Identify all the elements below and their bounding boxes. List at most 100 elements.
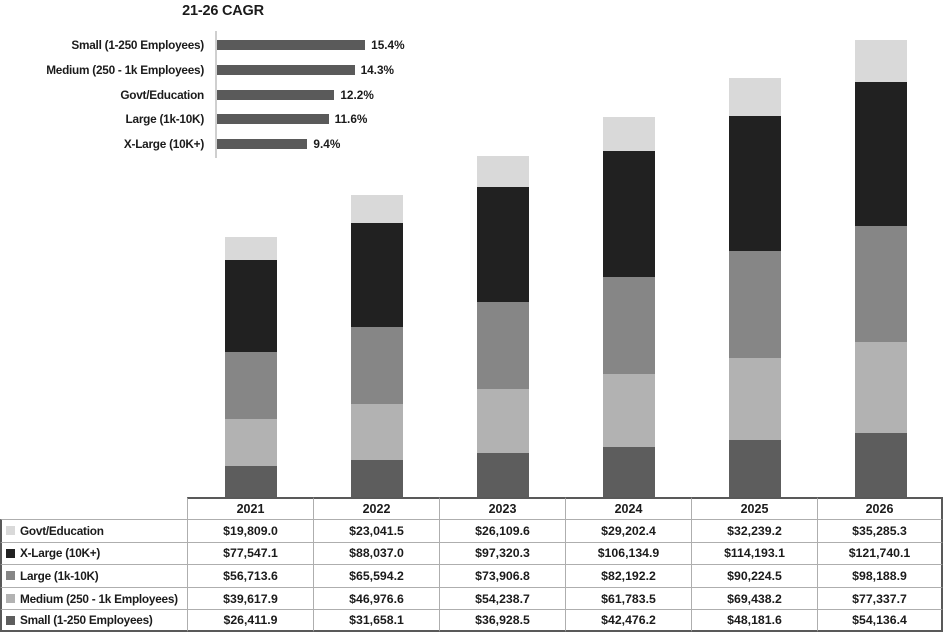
cagr-value-label: 11.6%: [334, 112, 368, 127]
cagr-axis-line: [215, 31, 217, 158]
table-header-year: 2023: [439, 497, 565, 519]
stacked-bar-2022: [350, 195, 403, 497]
cagr-inset-chart: 21-26 CAGR Small (1-250 Employees) 15.4% M…: [0, 0, 430, 170]
table-row-label-large-1k-10k: Large (1k-10K): [0, 564, 187, 587]
bar-segment-large-1k-10k: [350, 326, 403, 405]
cagr-bar-x-large-10k: [217, 139, 308, 149]
cagr-value-label: 15.4%: [371, 38, 405, 52]
bar-segment-x-large-10k: [350, 222, 403, 327]
bar-segment-medium-250-1k-employees: [350, 404, 403, 460]
table-row-label-text: Small (1-250 Employees): [20, 613, 153, 628]
table-cell: $69,438.2: [691, 586, 817, 610]
stacked-bar-2026: [854, 40, 907, 497]
table-cell: $39,617.9: [187, 586, 313, 610]
table-cell: $26,411.9: [187, 609, 313, 632]
cagr-bar-small-1-250-employees: [217, 40, 366, 50]
table-row-label-x-large-10k: X-Large (10K+): [0, 541, 187, 565]
bar-segment-govt-education: [476, 156, 529, 188]
cagr-category-label: Medium (250 - 1k Employees): [46, 62, 204, 77]
stacked-bar-2024: [602, 116, 655, 497]
table-row-label-govt-education: Govt/Education: [0, 519, 187, 542]
cagr-value-label: 12.2%: [340, 87, 374, 102]
bar-segment-medium-250-1k-employees: [854, 341, 907, 433]
cagr-bar-large-1k-10k: [217, 114, 329, 125]
table-cell: $31,658.1: [313, 609, 439, 632]
bar-segment-small-1-250-employees: [602, 446, 655, 497]
table-header-year: 2022: [313, 497, 439, 519]
table-cell: $29,202.4: [565, 519, 691, 542]
table-row-label-text: Medium (250 - 1k Employees): [20, 591, 178, 606]
bar-segment-medium-250-1k-employees: [602, 373, 655, 447]
table-cell: $42,476.2: [565, 609, 691, 632]
cagr-chart-title: 21-26 CAGR: [182, 3, 264, 19]
data-table: 2021 2022 2023 2024 2025 2026 Govt/Education $1…: [0, 497, 943, 632]
table-cell: $35,285.3: [817, 519, 943, 542]
table-cell: $61,783.5: [565, 586, 691, 610]
table-cell: $106,134.9: [565, 541, 691, 565]
stacked-bar-2025: [728, 78, 781, 497]
table-row-label-text: X-Large (10K+): [20, 546, 101, 561]
table-cell: $23,041.5: [313, 519, 439, 542]
table-cell: $97,320.3: [439, 541, 565, 565]
table-cell: $65,594.2: [313, 564, 439, 587]
table-header-year: 2021: [187, 497, 313, 519]
bar-segment-medium-250-1k-employees: [728, 358, 781, 441]
bar-segment-small-1-250-employees: [224, 465, 277, 497]
table-cell: $90,224.5: [691, 564, 817, 587]
legend-swatch-large-1k-10k: [6, 571, 15, 581]
table-cell: $54,136.4: [817, 609, 943, 632]
bar-segment-medium-250-1k-employees: [476, 389, 529, 454]
bar-segment-medium-250-1k-employees: [224, 419, 277, 466]
table-row-label-medium-250-1k-employees: Medium (250 - 1k Employees): [0, 586, 187, 610]
bar-segment-govt-education: [728, 78, 781, 117]
bar-segment-govt-education: [602, 116, 655, 152]
bar-segment-small-1-250-employees: [476, 453, 529, 497]
table-cell: $54,238.7: [439, 586, 565, 610]
table-cell: $114,193.1: [691, 541, 817, 565]
cagr-row-medium-250-1k-employees: Medium (250 - 1k Employees) 14.3%: [0, 63, 394, 77]
cagr-category-label: Small (1-250 Employees): [71, 38, 204, 52]
cagr-category-label: Govt/Education: [120, 87, 204, 102]
cagr-bar-medium-250-1k-employees: [217, 64, 355, 75]
table-cell: $46,976.6: [313, 586, 439, 610]
cagr-row-small-1-250-employees: Small (1-250 Employees) 15.4%: [0, 38, 405, 52]
legend-swatch-small-1-250-employees: [6, 615, 15, 625]
table-header-spacer: [0, 497, 187, 519]
table-cell: $32,239.2: [691, 519, 817, 542]
table-cell: $19,809.0: [187, 519, 313, 542]
cagr-row-govt-education: Govt/Education 12.2%: [0, 87, 374, 102]
table-row-label-text: Govt/Education: [20, 523, 104, 538]
bar-segment-small-1-250-employees: [728, 440, 781, 497]
table-cell: $77,337.7: [817, 586, 943, 610]
table-cell: $82,192.2: [565, 564, 691, 587]
cagr-row-x-large-10k: X-Large (10K+) 9.4%: [0, 137, 340, 151]
bar-segment-govt-education: [350, 195, 403, 223]
bar-segment-x-large-10k: [476, 187, 529, 303]
table-cell: $98,188.9: [817, 564, 943, 587]
table-cell: $26,109.6: [439, 519, 565, 542]
cagr-value-label: 14.3%: [360, 62, 395, 77]
table-cell: $77,547.1: [187, 541, 313, 565]
table-cell: $73,906.8: [439, 564, 565, 587]
table-header-year: 2026: [817, 497, 943, 519]
table-cell: $56,713.6: [187, 564, 313, 587]
cagr-category-label: Large (1k-10K): [125, 112, 205, 127]
table-cell: $48,181.6: [691, 609, 817, 632]
stacked-bar-2023: [476, 156, 529, 497]
bar-segment-x-large-10k: [728, 116, 781, 252]
bar-segment-small-1-250-employees: [854, 433, 907, 497]
bar-segment-large-1k-10k: [602, 276, 655, 374]
table-row-label-small-1-250-employees: Small (1-250 Employees): [0, 609, 187, 632]
stacked-bar-2021: [224, 237, 277, 497]
bar-segment-large-1k-10k: [728, 251, 781, 359]
cagr-category-label: X-Large (10K+): [123, 137, 204, 151]
table-row-label-text: Large (1k-10K): [20, 568, 99, 583]
bar-segment-govt-education: [854, 40, 907, 82]
bar-segment-large-1k-10k: [854, 225, 907, 342]
cagr-row-large-1k-10k: Large (1k-10K) 11.6%: [0, 112, 368, 127]
bar-segment-x-large-10k: [602, 151, 655, 277]
legend-swatch-x-large-10k: [6, 548, 15, 558]
bar-segment-small-1-250-employees: [350, 459, 403, 497]
table-header-year: 2024: [565, 497, 691, 519]
